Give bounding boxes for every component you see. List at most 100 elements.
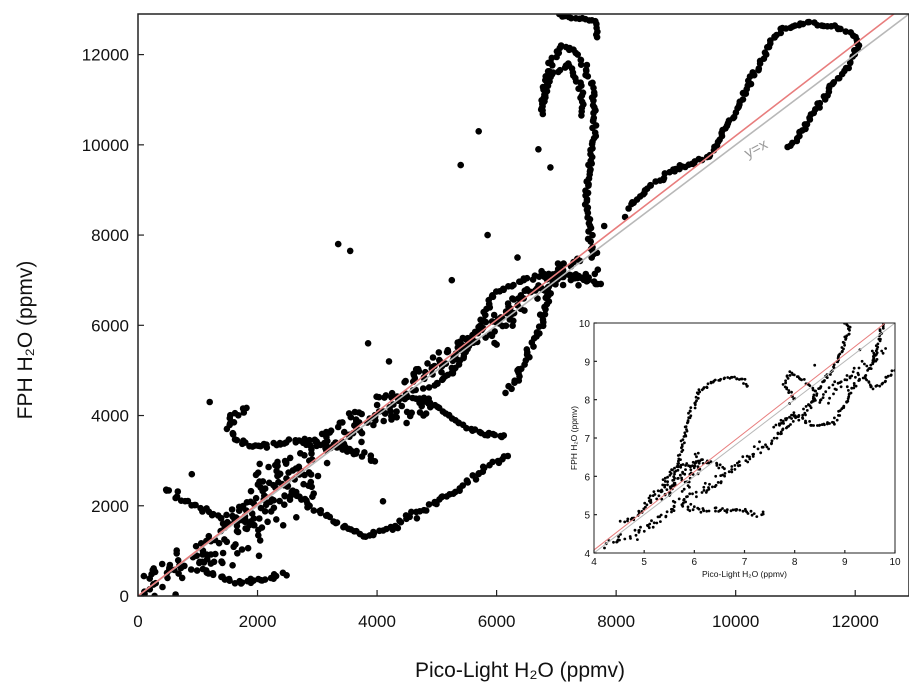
inset-data-point <box>843 378 847 382</box>
main-data-point <box>425 501 433 508</box>
main-data-point <box>456 340 463 347</box>
inset-data-point <box>733 464 737 467</box>
main-data-point <box>567 14 575 22</box>
main-data-point <box>425 384 433 391</box>
main-data-point <box>305 482 312 490</box>
inset-data-point <box>856 371 860 375</box>
inset-data-point <box>663 483 667 487</box>
main-data-point <box>203 551 210 558</box>
main-data-point <box>326 429 334 436</box>
inset-data-point <box>727 470 731 474</box>
main-data-point <box>229 430 237 438</box>
main-data-point <box>676 165 683 173</box>
main-data-point <box>589 102 597 109</box>
inset-data-point <box>626 517 630 521</box>
inset-data-point <box>822 393 825 396</box>
inset-data-point <box>689 414 693 418</box>
inset-data-point <box>691 508 695 512</box>
inset-data-point <box>718 509 722 512</box>
main-data-point <box>834 75 842 82</box>
inset-data-point <box>647 526 651 530</box>
inset-data-point <box>685 495 688 499</box>
inset-data-point <box>651 525 655 529</box>
inset-y-tick-label: 9 <box>584 357 590 368</box>
inset-data-point <box>852 386 856 390</box>
inset-data-point <box>824 390 828 394</box>
inset-data-point <box>680 476 683 480</box>
inset-data-point <box>681 471 685 475</box>
inset-data-point <box>741 455 745 459</box>
inset-data-point <box>872 356 876 360</box>
main-data-point <box>188 470 196 478</box>
inset-data-point <box>890 369 894 373</box>
inset-y-tick-label: 4 <box>584 549 590 560</box>
inset-data-point <box>636 538 639 541</box>
inset-data-point <box>698 459 702 463</box>
main-data-point <box>250 521 257 529</box>
inset-data-point <box>676 462 680 466</box>
main-data-point <box>210 558 218 566</box>
inset-data-point <box>745 385 749 388</box>
main-data-point <box>597 280 605 288</box>
main-data-point <box>589 79 596 87</box>
main-data-point <box>393 414 401 421</box>
inset-data-point <box>865 364 869 368</box>
inset-data-point <box>687 411 690 415</box>
inset-data-point <box>680 443 684 446</box>
inset-data-point <box>881 351 885 355</box>
main-data-point <box>256 478 263 485</box>
inset-data-point <box>881 381 885 385</box>
main-data-point <box>593 33 601 41</box>
y-axis-title: FPH H₂O (ppmv) <box>14 261 37 420</box>
inset-data-point <box>633 528 637 532</box>
inset-data-point <box>826 422 829 426</box>
inset-data-point <box>702 386 706 389</box>
inset-data-point <box>842 404 846 408</box>
inset-data-point <box>684 468 687 471</box>
inset-data-point <box>685 428 688 431</box>
main-data-point <box>500 286 508 294</box>
main-data-point <box>846 59 854 67</box>
inset-data-point <box>819 385 823 388</box>
inset-data-point <box>780 421 784 425</box>
inset-data-point <box>857 366 861 370</box>
main-data-point <box>504 300 512 307</box>
main-data-point <box>806 116 814 123</box>
inset-data-point <box>807 403 810 406</box>
inset-data-point <box>760 445 764 449</box>
inset-reference-line-fit <box>594 323 895 553</box>
inset-data-point <box>681 463 685 466</box>
inset-data-point <box>793 415 796 418</box>
main-data-point <box>380 417 388 425</box>
main-data-point <box>283 572 290 579</box>
main-data-point <box>165 487 173 494</box>
main-y-tick-label: 0 <box>120 587 129 606</box>
inset-data-point <box>694 461 698 464</box>
main-data-point <box>358 438 365 446</box>
inset-data-point <box>759 451 763 455</box>
inset-data-point <box>847 332 851 336</box>
main-data-point <box>575 85 582 92</box>
inset-data-point <box>791 420 795 423</box>
main-data-point <box>502 389 509 397</box>
main-data-point <box>435 349 443 356</box>
inset-data-point <box>740 377 744 381</box>
inset-data-point <box>858 377 861 381</box>
main-data-point <box>295 463 303 471</box>
inset-data-point <box>688 485 691 489</box>
inset-data-point <box>673 500 677 504</box>
inset-data-point <box>644 505 647 509</box>
inset-data-point <box>723 474 726 478</box>
inset-data-point <box>663 476 667 480</box>
inset-data-point <box>874 384 878 388</box>
main-data-point <box>583 61 591 69</box>
inset-data-point <box>683 441 686 445</box>
inset-data-point <box>841 349 844 353</box>
main-data-point <box>353 418 360 426</box>
inset-data-point <box>839 380 843 384</box>
main-data-point <box>403 419 410 427</box>
inset-data-point <box>695 391 699 395</box>
inset-data-point <box>617 535 620 538</box>
inset-data-point <box>823 423 826 427</box>
inset-data-point <box>648 522 652 526</box>
